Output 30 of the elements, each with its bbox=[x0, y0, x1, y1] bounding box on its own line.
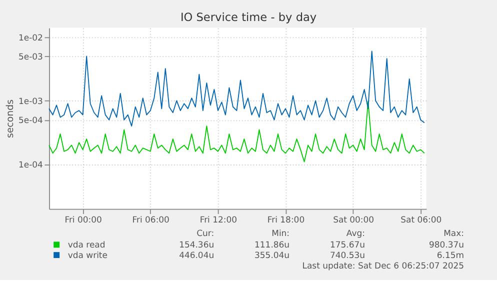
text: 446.04u bbox=[179, 250, 214, 260]
line-series bbox=[48, 50, 425, 127]
y-tick-label: 1e-04 bbox=[18, 160, 43, 170]
x-tick-label: Fri 00:00 bbox=[64, 214, 102, 225]
text: 154.36u bbox=[179, 240, 214, 250]
chart-title: IO Service time - by day bbox=[180, 11, 317, 24]
text: 6.15m bbox=[436, 250, 464, 260]
y-tick-label: 1e-02 bbox=[18, 32, 43, 42]
legend-label: vda write bbox=[68, 250, 108, 260]
x-tick-label: Fri 12:00 bbox=[200, 214, 238, 225]
y-tick-label: 1e-03 bbox=[18, 96, 43, 106]
text: 175.67u bbox=[330, 240, 365, 250]
y-axis-title: seconds bbox=[4, 99, 16, 138]
text: 111.86u bbox=[254, 240, 290, 250]
x-tick-label: Sat 00:00 bbox=[333, 214, 374, 225]
line-series bbox=[48, 100, 425, 162]
text: Avg: bbox=[346, 228, 365, 238]
text: Max: bbox=[444, 228, 464, 238]
y-tick-label: 5e-03 bbox=[18, 52, 43, 62]
text: Last update: Sat Dec 6 06:25:07 2025 bbox=[302, 260, 464, 270]
x-tick-label: Fri 06:00 bbox=[132, 214, 170, 225]
x-tick-label: Sat 06:00 bbox=[400, 214, 442, 225]
text: 740.53u bbox=[330, 250, 365, 260]
text: 355.04u bbox=[254, 250, 290, 260]
text: Min: bbox=[272, 228, 290, 238]
x-tick-label: Fri 18:00 bbox=[267, 214, 305, 225]
text: Cur: bbox=[196, 228, 214, 238]
legend-label: vda read bbox=[68, 240, 106, 250]
y-tick-label: 5e-04 bbox=[18, 115, 43, 126]
text: 980.37u bbox=[428, 240, 464, 250]
